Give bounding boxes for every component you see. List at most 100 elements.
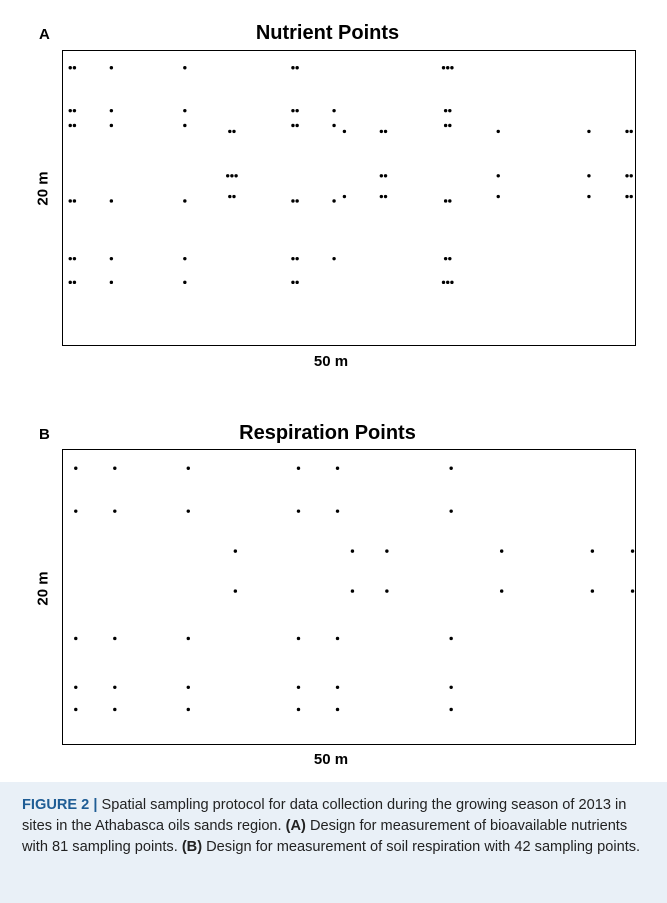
sampling-point (295, 123, 299, 128)
sampling-point (109, 280, 114, 285)
sampling-point (450, 66, 454, 70)
sampling-point (385, 549, 389, 553)
caption-text: FIGURE 2 | Spatial sampling protocol for… (22, 795, 645, 858)
sampling-point (291, 256, 295, 261)
sampling-point (113, 685, 117, 689)
caption-tag-a: (A) (285, 818, 306, 834)
sampling-point (296, 685, 301, 689)
sampling-point (385, 589, 389, 593)
sampling-point (443, 108, 448, 113)
sampling-point (350, 549, 355, 553)
sampling-point (295, 280, 299, 285)
sampling-point (379, 129, 384, 134)
panel-a-letter: A (39, 26, 50, 43)
sampling-point (449, 636, 453, 641)
sampling-point (183, 199, 187, 203)
sampling-point (295, 108, 299, 113)
sampling-point (629, 174, 633, 178)
sampling-point (496, 174, 500, 178)
panel-a-ylabel: 20 m (34, 171, 52, 206)
sampling-point (291, 123, 295, 128)
sampling-point (449, 509, 453, 513)
sampling-point (232, 129, 236, 134)
sampling-point (443, 199, 448, 203)
sampling-point (109, 66, 114, 70)
sampling-point (625, 129, 629, 134)
sampling-point (109, 199, 114, 203)
sampling-point (450, 280, 454, 285)
panel-a-plot (68, 66, 633, 285)
sampling-point (383, 129, 388, 134)
sampling-point (379, 194, 384, 199)
sampling-point (74, 466, 78, 470)
sampling-point (72, 256, 77, 261)
sampling-point (443, 123, 448, 128)
panel-a-title: Nutrient Points (255, 22, 400, 44)
panel-b-title: Respiration Points (239, 422, 416, 444)
sampling-point (186, 466, 190, 470)
sampling-point (72, 280, 77, 285)
sampling-point (448, 123, 452, 128)
sampling-point (72, 123, 77, 128)
sampling-point (72, 66, 77, 70)
sampling-point (234, 174, 238, 178)
sampling-point (335, 636, 340, 641)
sampling-point (228, 194, 232, 199)
sampling-point (448, 108, 452, 113)
sampling-point (443, 256, 448, 261)
sampling-point (109, 108, 114, 113)
sampling-point (335, 509, 340, 513)
sampling-point (379, 174, 384, 178)
sampling-point (629, 129, 633, 134)
sampling-point (233, 549, 238, 553)
sampling-point (332, 199, 336, 203)
sampling-point (228, 129, 232, 134)
sampling-point (630, 589, 635, 593)
sampling-point (448, 256, 452, 261)
sampling-point (590, 549, 595, 553)
sampling-point (587, 129, 591, 134)
sampling-point (74, 636, 78, 641)
sampling-point (335, 707, 340, 712)
caption-lead: FIGURE 2 | (22, 797, 98, 813)
sampling-point (183, 123, 187, 128)
sampling-point (441, 280, 446, 285)
figure-caption: FIGURE 2 | Spatial sampling protocol for… (0, 782, 667, 903)
sampling-point (342, 194, 347, 199)
sampling-point (113, 509, 117, 513)
sampling-point (74, 707, 78, 712)
sampling-point (296, 509, 301, 513)
sampling-point (441, 66, 446, 70)
sampling-point (183, 280, 187, 285)
panel-a: A Nutrient Points 20 m 50 m (0, 0, 667, 380)
sampling-point (449, 685, 453, 689)
sampling-point (448, 199, 452, 203)
sampling-point (230, 174, 234, 178)
sampling-point (295, 256, 299, 261)
sampling-point (342, 129, 347, 134)
sampling-point (383, 194, 388, 199)
sampling-point (496, 194, 500, 199)
sampling-point (68, 256, 72, 261)
panel-a-xlabel: 50 m (313, 353, 349, 370)
sampling-point (232, 194, 236, 199)
caption-text-3: Design for measurement of soil respirati… (202, 839, 641, 855)
sampling-point (499, 549, 504, 553)
sampling-point (68, 108, 72, 113)
sampling-point (68, 280, 72, 285)
sampling-point (72, 108, 77, 113)
sampling-point (296, 636, 301, 641)
sampling-point (68, 66, 72, 70)
sampling-point (109, 123, 114, 128)
caption-text-2: Design for measurement of bioavailable n… (22, 818, 628, 855)
sampling-point (630, 549, 635, 553)
sampling-point (186, 707, 190, 712)
sampling-point (350, 589, 355, 593)
sampling-point (72, 199, 77, 203)
sampling-point (446, 66, 450, 70)
sampling-point (332, 256, 336, 261)
sampling-point (449, 707, 453, 712)
sampling-point (183, 66, 187, 70)
sampling-point (113, 466, 117, 470)
sampling-point (109, 256, 114, 261)
